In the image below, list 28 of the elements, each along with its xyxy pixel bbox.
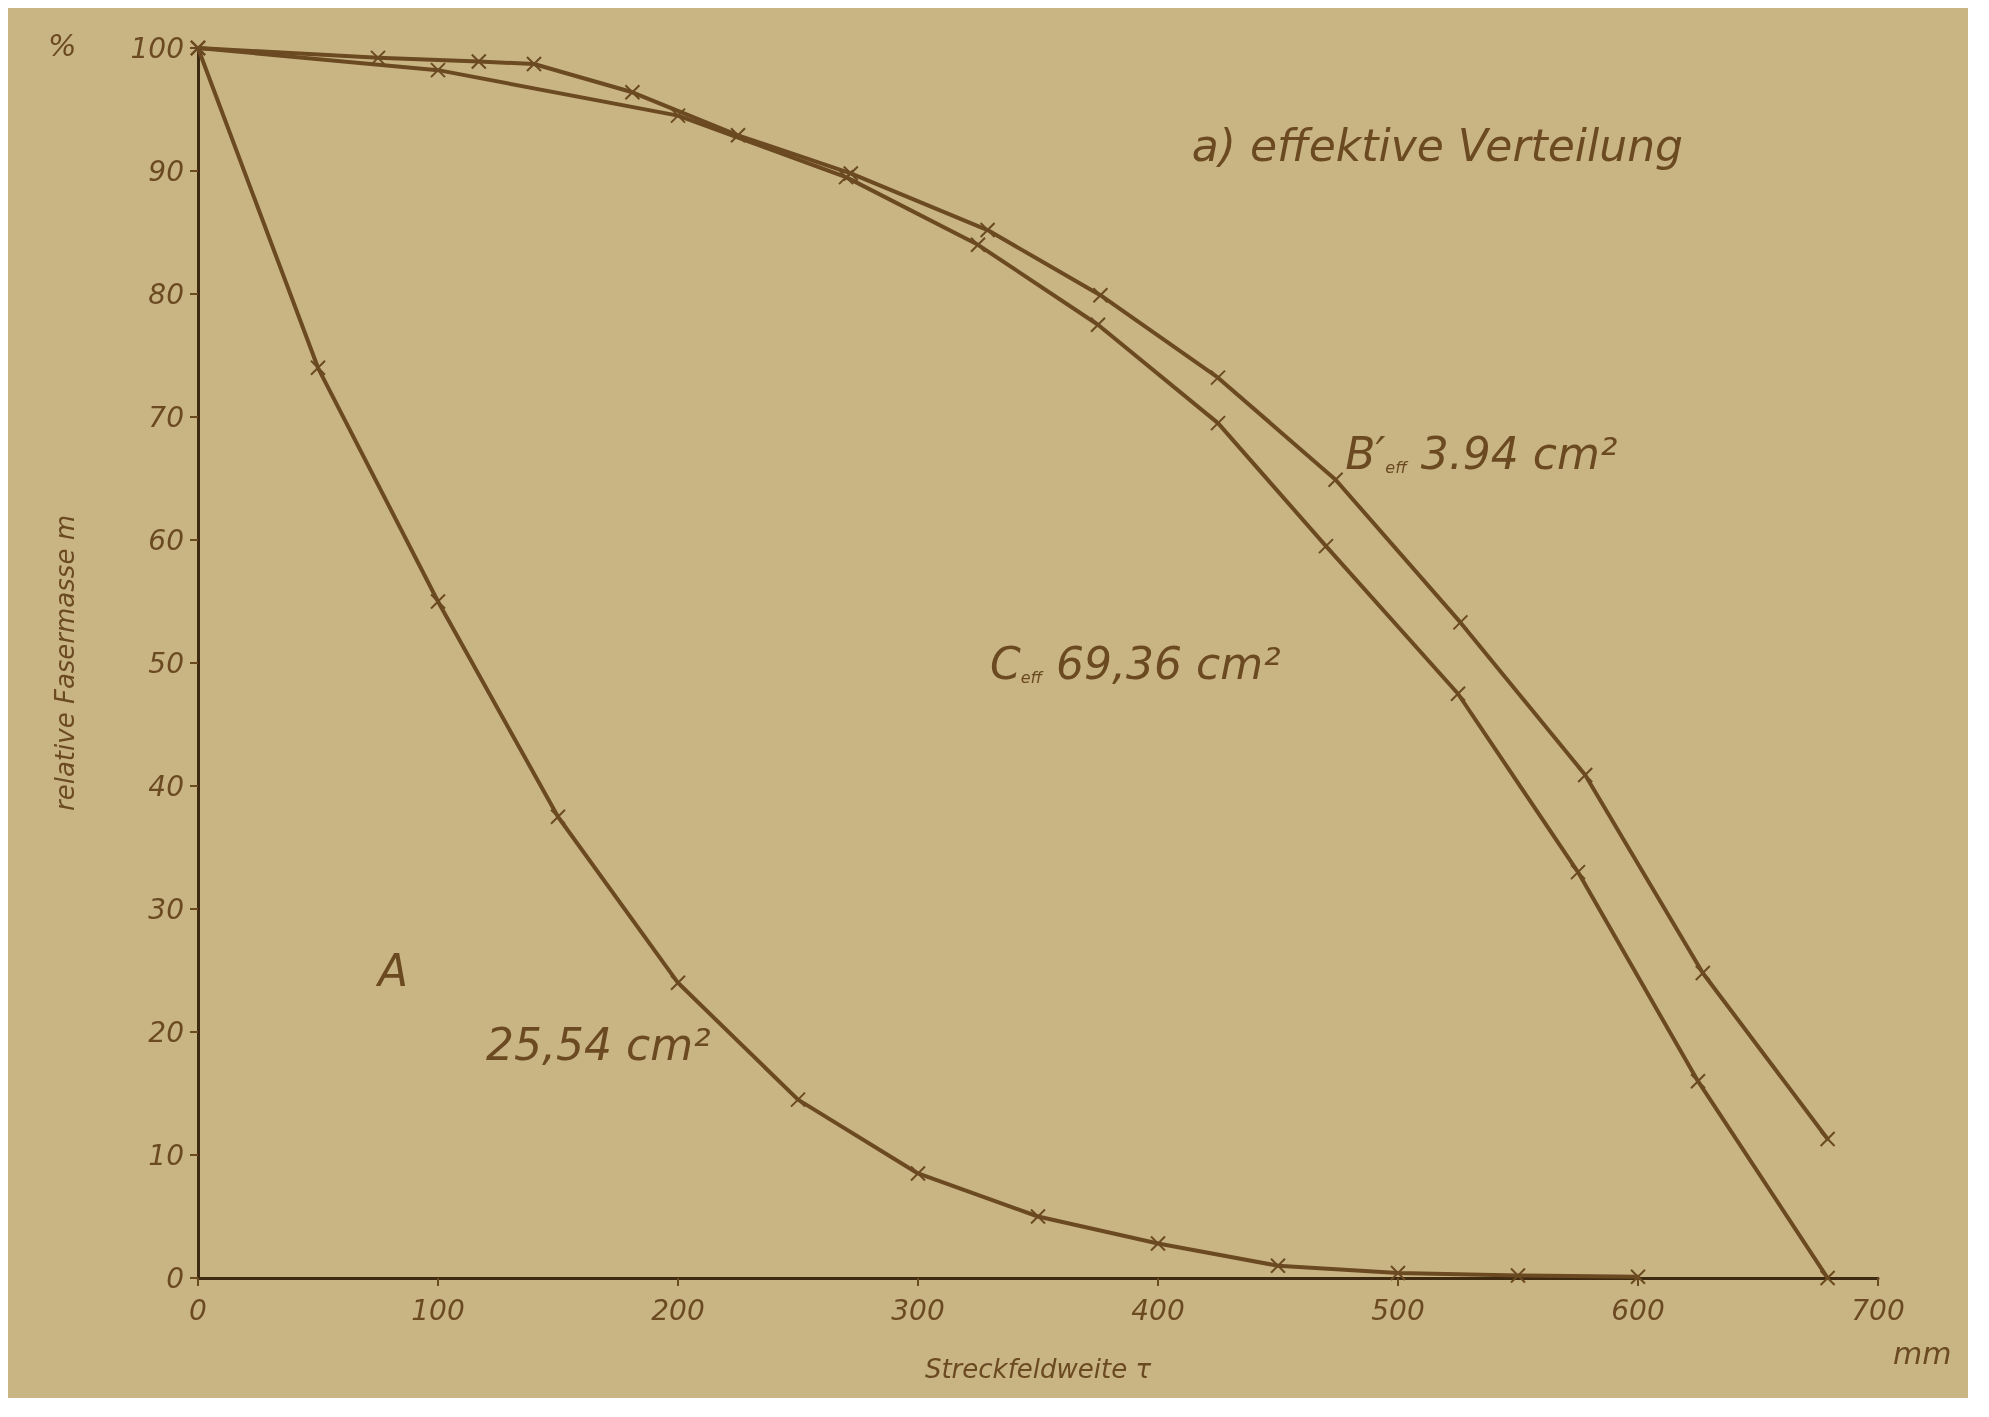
annotation: 25,54 cm²	[486, 1018, 711, 1070]
y-tick-label: 0	[166, 1261, 184, 1295]
y-tick-label: 10	[148, 1138, 184, 1172]
y-tick-label: 40	[148, 769, 184, 803]
y-tick-label: 20	[148, 1015, 184, 1049]
x-axis-title: Streckfeldweite τ	[924, 1354, 1152, 1384]
y-tick-label: 80	[148, 277, 184, 311]
x-tick-label: 600	[1611, 1293, 1665, 1327]
text: mm	[1893, 1335, 1952, 1371]
annotation: A	[375, 945, 409, 996]
annotation: Ceff 69,36 cm²	[990, 637, 1281, 689]
y-tick-label: 90	[148, 154, 184, 188]
x-tick-label: 300	[891, 1293, 945, 1327]
x-tick-label: 500	[1371, 1293, 1425, 1327]
x-tick-label: 100	[411, 1293, 465, 1327]
y-axis-title: relative Fasermasse m	[50, 515, 80, 811]
y-tick-label: 60	[148, 523, 184, 557]
y-tick-label: 70	[148, 400, 184, 434]
y-tick-label: 50	[148, 646, 184, 680]
x-tick-label: 0	[189, 1293, 207, 1327]
annotation: B′eff 3.94 cm²	[1345, 428, 1618, 480]
text: a) effektive Verteilung	[1191, 119, 1683, 171]
x-tick-label: 400	[1131, 1293, 1185, 1327]
x-tick-label: 200	[651, 1293, 705, 1327]
text: %	[48, 27, 77, 63]
y-tick-label: 30	[148, 892, 184, 926]
x-tick-label: 700	[1851, 1293, 1905, 1327]
y-tick-label: 100	[130, 31, 184, 65]
